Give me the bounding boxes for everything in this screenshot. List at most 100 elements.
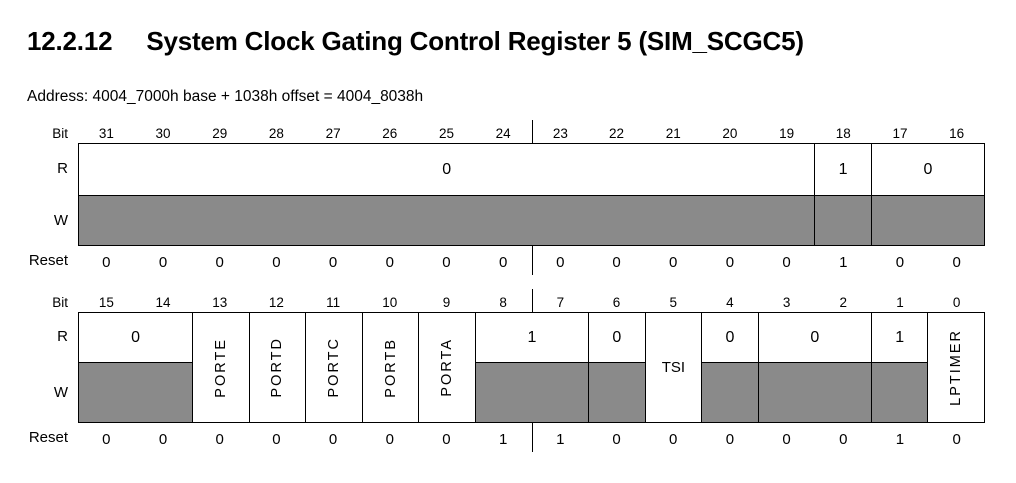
bit-number: 27 bbox=[325, 126, 341, 141]
field-reserved-1: 1 bbox=[870, 313, 928, 422]
write-shaded-cell bbox=[589, 362, 645, 422]
bit-row-label: Bit bbox=[52, 126, 68, 141]
bit-number: 4 bbox=[726, 295, 734, 310]
read-value: 0 bbox=[131, 328, 141, 346]
bit-number: 28 bbox=[268, 126, 284, 141]
field-portd: PORTD bbox=[248, 313, 306, 422]
reset-value: 0 bbox=[612, 430, 621, 448]
reset-value: 1 bbox=[839, 253, 848, 271]
read-value: 1 bbox=[838, 160, 848, 178]
reset-row-label: Reset bbox=[28, 252, 68, 269]
write-row-label: W bbox=[53, 383, 68, 401]
field-portb: PORTB bbox=[361, 313, 419, 422]
bit-number: 29 bbox=[212, 126, 228, 141]
read-write-labels: R W bbox=[27, 312, 78, 423]
reset-value: 0 bbox=[272, 430, 281, 448]
reset-value: 0 bbox=[385, 430, 394, 448]
reset-value: 0 bbox=[328, 253, 338, 271]
field-reserved-15-14: 0 bbox=[79, 313, 193, 422]
field-label: PORTD bbox=[269, 337, 286, 398]
field-label: PORTE bbox=[212, 337, 229, 398]
bit-number: 25 bbox=[438, 126, 454, 141]
field-label: TSI bbox=[661, 359, 686, 376]
bit-number: 20 bbox=[722, 126, 738, 141]
read-value: 1 bbox=[527, 328, 537, 346]
reset-value: 0 bbox=[725, 430, 735, 448]
register-address-line: Address: 4004_7000h base + 1038h offset … bbox=[27, 88, 424, 105]
bit-number: 10 bbox=[382, 295, 398, 310]
field-label: PORTC bbox=[326, 337, 343, 398]
section-number: 12.2.12 bbox=[27, 26, 113, 56]
reset-value: 1 bbox=[531, 423, 589, 452]
write-shaded-cell bbox=[871, 195, 984, 245]
field-label: PORTA bbox=[439, 338, 456, 397]
write-shaded-cell bbox=[702, 362, 758, 422]
reset-row: Reset 0 0 0 0 0 0 0 0 0 0 0 0 0 1 0 0 bbox=[27, 246, 985, 275]
reset-value: 0 bbox=[531, 246, 589, 275]
bit-number-row: Bit 31 30 29 28 27 26 25 24 23 22 21 20 … bbox=[27, 120, 985, 143]
field-label: PORTB bbox=[382, 337, 399, 398]
bit-number: 19 bbox=[779, 126, 795, 141]
read-row-label: R bbox=[57, 160, 68, 177]
bit-number: 26 bbox=[382, 126, 398, 141]
bit-number: 9 bbox=[442, 295, 451, 310]
bit-number: 12 bbox=[268, 295, 284, 310]
field-reserved-17-16: 0 bbox=[870, 144, 984, 245]
write-shaded-cell bbox=[79, 195, 815, 245]
bit-number: 5 bbox=[669, 295, 677, 310]
field-reserved-31-19: 0 bbox=[79, 144, 815, 245]
field-reserved-18: 1 bbox=[814, 144, 871, 245]
bit-number: 13 bbox=[212, 295, 228, 310]
read-write-rows: R W 0 1 0 bbox=[27, 143, 985, 246]
write-row-label: W bbox=[53, 211, 68, 229]
register-diagram-low-word: Bit 15 14 13 12 11 10 9 8 7 6 5 4 3 2 1 … bbox=[27, 289, 985, 452]
bit-number: 21 bbox=[665, 126, 681, 141]
read-value: 0 bbox=[612, 328, 622, 346]
reset-value: 0 bbox=[669, 430, 678, 448]
reset-value: 0 bbox=[158, 430, 168, 448]
reset-value: 1 bbox=[895, 430, 905, 448]
reset-value: 0 bbox=[215, 430, 224, 448]
reset-value: 0 bbox=[102, 253, 111, 271]
reset-value: 0 bbox=[102, 430, 111, 448]
bit-number: 7 bbox=[531, 289, 589, 312]
reset-value: 0 bbox=[442, 253, 451, 271]
field-reserved-6: 0 bbox=[588, 313, 645, 422]
reset-row: Reset 0 0 0 0 0 0 0 1 1 0 0 0 0 0 1 0 bbox=[27, 423, 985, 452]
bit-number: 30 bbox=[155, 126, 171, 141]
bit-number: 23 bbox=[531, 120, 589, 143]
reset-row-label: Reset bbox=[28, 429, 68, 446]
bit-number: 31 bbox=[98, 126, 114, 141]
section-title: 12.2.12 System Clock Gating Control Regis… bbox=[27, 26, 1016, 57]
write-shaded-cell bbox=[871, 362, 928, 422]
write-shaded-cell bbox=[79, 362, 193, 422]
field-portc: PORTC bbox=[305, 313, 362, 422]
bit-number: 11 bbox=[326, 295, 341, 310]
field-porta: PORTA bbox=[418, 313, 475, 422]
reset-value: 0 bbox=[612, 253, 621, 271]
bit-number: 22 bbox=[609, 126, 625, 141]
reset-value: 0 bbox=[895, 253, 905, 271]
bit-number-row: Bit 15 14 13 12 11 10 9 8 7 6 5 4 3 2 1 … bbox=[27, 289, 985, 312]
read-value: 1 bbox=[895, 328, 905, 346]
reset-value: 0 bbox=[442, 430, 451, 448]
bit-number: 3 bbox=[782, 295, 791, 310]
section-title-text: System Clock Gating Control Register 5 (… bbox=[146, 26, 804, 56]
read-value: 0 bbox=[810, 328, 820, 346]
reset-value: 0 bbox=[669, 253, 678, 271]
reset-value: 0 bbox=[725, 253, 735, 271]
reset-value: 0 bbox=[782, 253, 791, 271]
read-value: 0 bbox=[725, 328, 735, 346]
bit-number: 15 bbox=[98, 295, 114, 310]
bit-number: 16 bbox=[949, 126, 965, 141]
write-shaded-cell bbox=[815, 195, 871, 245]
bit-number: 18 bbox=[835, 126, 851, 141]
read-write-labels: R W bbox=[27, 143, 78, 246]
bit-number: 14 bbox=[155, 295, 171, 310]
reset-value: 0 bbox=[158, 253, 168, 271]
field-label: LPTIMER bbox=[948, 329, 965, 406]
reset-value: 0 bbox=[782, 430, 791, 448]
read-write-rows: R W 0 PORTE PORTD PORTC PORTB bbox=[27, 312, 985, 423]
reset-value: 0 bbox=[272, 253, 281, 271]
reset-value: 0 bbox=[952, 253, 961, 271]
